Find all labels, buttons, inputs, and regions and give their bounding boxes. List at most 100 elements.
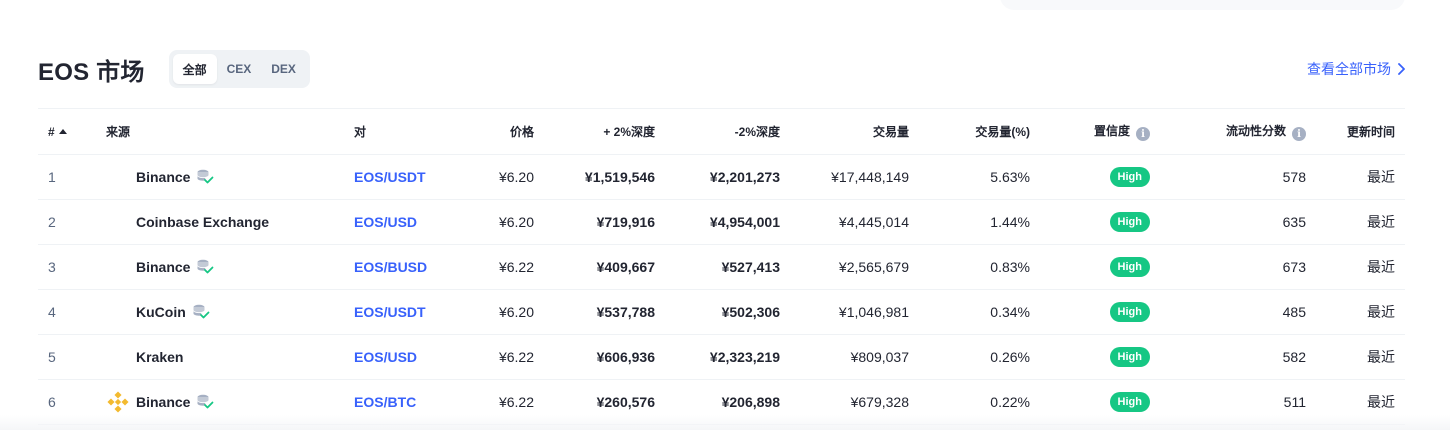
col-price[interactable]: 价格 — [509, 125, 534, 139]
row-source[interactable]: Binance — [96, 245, 344, 290]
table-row[interactable]: 2 Coinbase Exchange EOS/USD ¥6.20 ¥719,9… — [38, 200, 1405, 245]
confidence-badge: High — [1109, 302, 1150, 322]
exchange-name[interactable]: KuCoin — [136, 304, 186, 320]
row-confidence: High — [1040, 290, 1160, 335]
row-price: ¥6.22 — [498, 394, 534, 410]
pair-link[interactable]: EOS/USD — [354, 214, 418, 230]
table-header-row: # 来源 对 价格 + 2%深度 -2%深度 交易量 交易量(%) 置信度 i 流… — [38, 108, 1405, 155]
exchange-name[interactable]: Coinbase Exchange — [136, 214, 270, 230]
table-row[interactable]: 5 Kraken EOS/USD ¥6.22 ¥606,936 ¥2,323,2… — [38, 335, 1405, 380]
row-pair[interactable]: EOS/BTC — [344, 380, 454, 425]
col-updated[interactable]: 更新时间 — [1346, 125, 1395, 139]
tab-dex[interactable]: DEX — [271, 62, 296, 76]
row-source[interactable]: Binance — [96, 155, 344, 200]
sort-up-icon — [58, 128, 67, 134]
row-volume: ¥4,445,014 — [838, 214, 909, 230]
row-depth-minus: ¥2,323,219 — [709, 349, 780, 365]
row-depth-minus: ¥502,306 — [721, 304, 780, 320]
row-liquidity: 578 — [1282, 169, 1306, 185]
exchange-name[interactable]: Kraken — [136, 349, 184, 365]
exchange-name[interactable]: Binance — [136, 394, 191, 410]
market-type-tabs: 全部 CEX DEX — [168, 50, 310, 88]
view-all-label: 查看全部市场 — [1307, 61, 1391, 77]
row-volume-pct: 0.22% — [990, 394, 1030, 410]
tab-cex[interactable]: CEX — [226, 62, 252, 76]
col-liquidity[interactable]: 流动性分数 i — [1160, 109, 1316, 155]
database-check-icon — [197, 169, 214, 184]
tab-all[interactable]: 全部 — [172, 54, 217, 84]
table-row[interactable]: 1 Binance EOS/USDT ¥6.20 ¥1,519,546 ¥2,2… — [38, 155, 1405, 200]
pair-link[interactable]: EOS/BTC — [354, 394, 417, 410]
exchange-logo — [106, 165, 130, 189]
row-depth-plus: ¥606,936 — [596, 349, 655, 365]
row-pair[interactable]: EOS/USD — [344, 335, 454, 380]
row-volume: ¥679,328 — [850, 394, 909, 410]
col-rank[interactable]: # — [38, 109, 96, 155]
exchange-logo — [106, 255, 130, 279]
exchange-name[interactable]: Binance — [136, 169, 191, 185]
row-pair[interactable]: EOS/BUSD — [344, 245, 454, 290]
row-confidence: High — [1040, 335, 1160, 380]
row-price: ¥6.20 — [498, 169, 534, 185]
info-icon[interactable]: i — [1292, 127, 1306, 142]
col-depth-minus[interactable]: -2%深度 — [734, 125, 780, 139]
row-confidence: High — [1040, 155, 1160, 200]
exchange-logo — [106, 390, 130, 414]
row-pair[interactable]: EOS/USD — [344, 200, 454, 245]
pair-link[interactable]: EOS/USDT — [354, 304, 426, 320]
row-pair[interactable]: EOS/USDT — [344, 290, 454, 335]
row-rank: 1 — [48, 169, 56, 185]
col-depth-plus[interactable]: + 2%深度 — [603, 125, 655, 139]
row-depth-plus: ¥260,576 — [596, 394, 655, 410]
row-pair[interactable]: EOS/USDT — [344, 155, 454, 200]
row-volume-pct: 0.83% — [990, 259, 1030, 275]
exchange-logo — [106, 300, 130, 324]
row-source[interactable]: Binance — [96, 380, 344, 425]
row-volume: ¥809,037 — [850, 349, 909, 365]
pair-link[interactable]: EOS/USD — [354, 349, 418, 365]
view-all-markets-link[interactable]: 查看全部市场 — [1307, 59, 1405, 79]
pair-link[interactable]: EOS/USDT — [354, 169, 426, 185]
markets-table: # 来源 对 价格 + 2%深度 -2%深度 交易量 交易量(%) 置信度 i 流… — [38, 108, 1405, 425]
row-source[interactable]: KuCoin — [96, 290, 344, 335]
exchange-name[interactable]: Binance — [136, 259, 191, 275]
row-rank: 6 — [48, 394, 56, 410]
chevron-right-icon — [1398, 63, 1405, 75]
table-row[interactable]: 4 KuCoin EOS/USDT ¥6.20 ¥537,788 ¥502,30… — [38, 290, 1405, 335]
confidence-badge: High — [1109, 392, 1150, 412]
row-depth-plus: ¥1,519,546 — [584, 169, 655, 185]
row-volume-pct: 1.44% — [990, 214, 1030, 230]
row-depth-minus: ¥206,898 — [721, 394, 780, 410]
exchange-logo — [106, 210, 130, 234]
row-source[interactable]: Coinbase Exchange — [96, 200, 344, 245]
row-updated: 最近 — [1367, 304, 1395, 320]
col-volume[interactable]: 交易量 — [872, 125, 909, 139]
row-depth-minus: ¥527,413 — [721, 259, 780, 275]
top-card — [1000, 0, 1405, 10]
row-updated: 最近 — [1367, 169, 1395, 185]
row-liquidity: 673 — [1282, 259, 1306, 275]
row-source[interactable]: Kraken — [96, 335, 344, 380]
pair-link[interactable]: EOS/BUSD — [354, 259, 428, 275]
col-source[interactable]: 来源 — [106, 125, 131, 139]
row-confidence: High — [1040, 200, 1160, 245]
row-liquidity: 485 — [1282, 304, 1306, 320]
row-depth-minus: ¥4,954,001 — [709, 214, 780, 230]
col-pair[interactable]: 对 — [354, 125, 367, 139]
table-row[interactable]: 3 Binance EOS/BUSD ¥6.22 ¥409,667 ¥527,4… — [38, 245, 1405, 290]
row-volume-pct: 0.34% — [990, 304, 1030, 320]
row-price: ¥6.22 — [498, 259, 534, 275]
col-confidence[interactable]: 置信度 i — [1040, 109, 1160, 155]
confidence-badge: High — [1109, 257, 1150, 277]
row-depth-plus: ¥409,667 — [596, 259, 655, 275]
confidence-badge: High — [1109, 347, 1150, 367]
row-depth-minus: ¥2,201,273 — [709, 169, 780, 185]
row-rank: 2 — [48, 214, 56, 230]
row-volume-pct: 0.26% — [990, 349, 1030, 365]
row-volume: ¥1,046,981 — [838, 304, 909, 320]
row-volume-pct: 5.63% — [990, 169, 1030, 185]
row-volume: ¥17,448,149 — [831, 169, 909, 185]
info-icon[interactable]: i — [1136, 127, 1150, 142]
row-updated: 最近 — [1367, 214, 1395, 230]
col-volume-pct[interactable]: 交易量(%) — [975, 125, 1030, 139]
